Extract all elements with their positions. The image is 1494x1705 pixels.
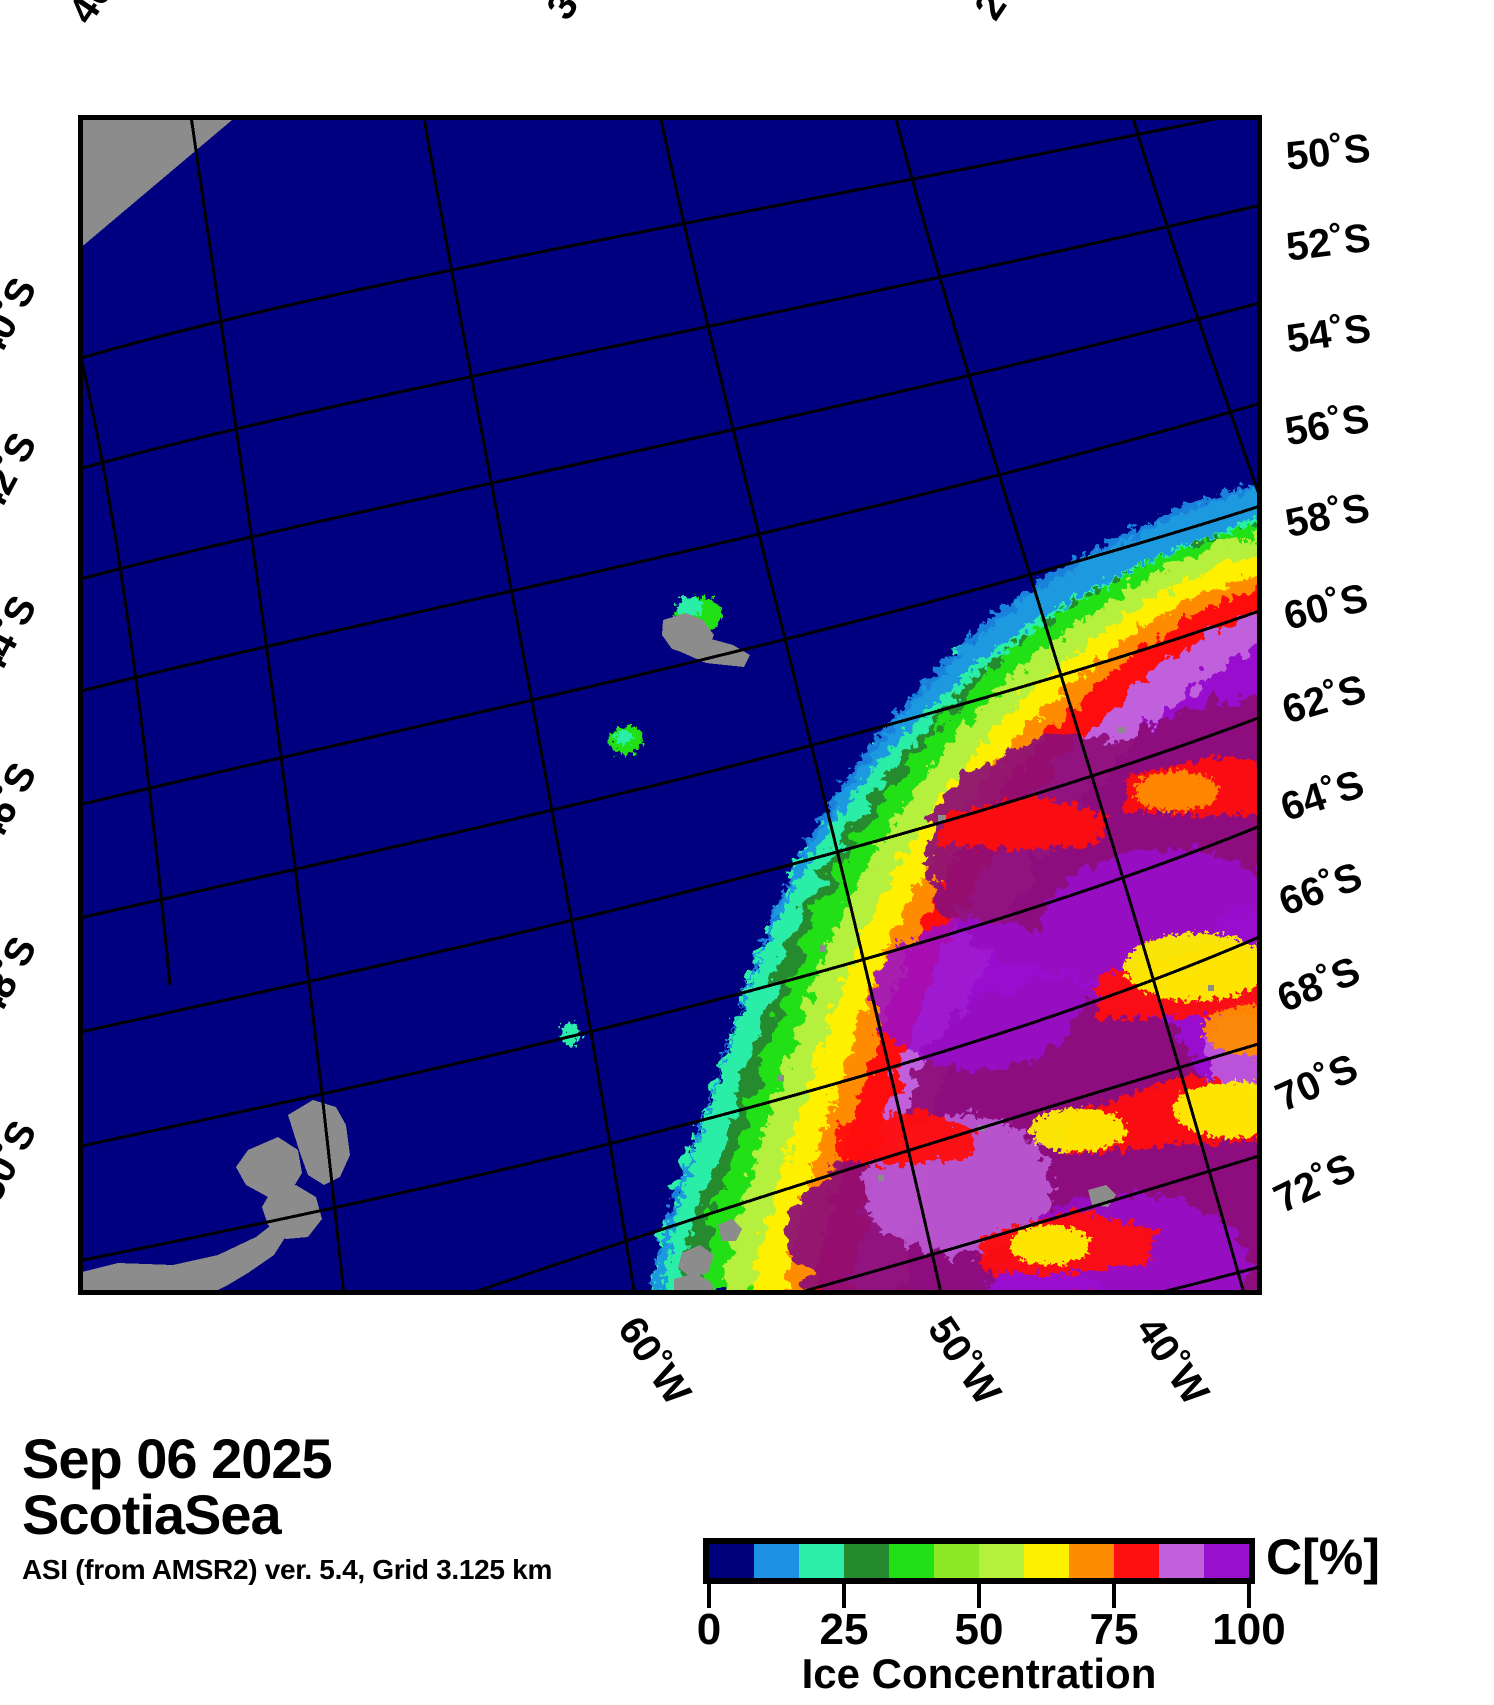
land-south-shetland xyxy=(678,1245,714,1277)
lat-label-left-3: 46˚S xyxy=(0,755,46,851)
colorbar-segment-1 xyxy=(754,1544,799,1578)
colorbar-tick-label-4: 100 xyxy=(1212,1605,1286,1654)
lon-label-bottom-0: 60˚W xyxy=(609,1308,700,1413)
colorbar-tick-label-1: 25 xyxy=(819,1605,869,1654)
lon-label-bottom-2: 40˚W xyxy=(1127,1308,1218,1413)
lat-label-right-2: 54˚S xyxy=(1283,306,1374,362)
colorbar-tick-0 xyxy=(707,1584,711,1608)
colorbar-tick-label-2: 50 xyxy=(954,1605,1004,1654)
lon-label-top-1: 30˚W xyxy=(538,0,628,27)
lon-label-top-2: 20˚W xyxy=(966,0,1056,27)
colorbar-segment-9 xyxy=(1114,1544,1159,1578)
ice-leads-yellow xyxy=(1010,771,1262,1265)
colorbar-segment-10 xyxy=(1159,1544,1204,1578)
colorbar-tick-3 xyxy=(1112,1584,1116,1608)
colorbar-tick-label-0: 0 xyxy=(696,1605,722,1654)
source-label: ASI (from AMSR2) ver. 5.4, Grid 3.125 km xyxy=(22,1554,553,1585)
lat-label-right-3: 56˚S xyxy=(1281,396,1373,455)
lat-label-right-1: 52˚S xyxy=(1283,215,1373,270)
colorbar-unit-label: C[%] xyxy=(1266,1529,1380,1585)
colorbar-segment-7 xyxy=(1024,1544,1069,1578)
colorbar[interactable] xyxy=(703,1538,1255,1584)
colorbar-segment-2 xyxy=(799,1544,844,1578)
map-svg xyxy=(78,115,1262,1295)
lat-label-right-0: 50˚S xyxy=(1283,126,1373,179)
lat-label-right-8: 66˚S xyxy=(1273,854,1368,925)
colorbar-segment-6 xyxy=(979,1544,1024,1578)
colorbar-title: Ice Concentration xyxy=(801,1650,1157,1697)
land-elephant-island xyxy=(718,1219,742,1241)
colorbar-frame xyxy=(703,1538,1255,1584)
out-of-projection-corner xyxy=(78,115,238,250)
land-antarctic-peninsula-tip xyxy=(674,1273,714,1295)
land-south-georgia xyxy=(668,627,750,667)
lat-label-right-11: 72˚S xyxy=(1267,1145,1363,1222)
lat-label-right-6: 62˚S xyxy=(1277,666,1371,733)
colorbar-segment-3 xyxy=(844,1544,889,1578)
colorbar-segment-5 xyxy=(934,1544,979,1578)
colorbar-strip xyxy=(709,1544,1249,1578)
lat-label-right-7: 64˚S xyxy=(1275,761,1370,830)
graticule xyxy=(78,115,1262,1295)
lat-label-right-5: 60˚S xyxy=(1279,575,1373,639)
lat-label-left-5: 50˚S xyxy=(0,1113,46,1209)
lat-label-right-4: 58˚S xyxy=(1281,485,1374,547)
colorbar-segment-4 xyxy=(889,1544,934,1578)
lat-label-left-2: 44˚S xyxy=(0,588,46,684)
colorbar-segment-8 xyxy=(1069,1544,1114,1578)
colorbar-tick-2 xyxy=(977,1584,981,1608)
land-falkland-west xyxy=(236,1137,302,1197)
colorbar-tick-labels: 0 25 50 75 100 xyxy=(697,1605,1286,1656)
lat-label-right-10: 70˚S xyxy=(1269,1045,1365,1121)
colorbar-ticks xyxy=(703,1584,1255,1610)
lat-label-left-0: 40˚S xyxy=(0,270,46,366)
colorbar-tick-4 xyxy=(1247,1584,1251,1608)
lat-label-left-1: 42˚S xyxy=(0,425,46,521)
colorbar-tick-label-3: 75 xyxy=(1089,1605,1139,1654)
date-label: Sep 06 2025 xyxy=(22,1427,333,1490)
lat-label-right-9: 68˚S xyxy=(1271,948,1367,1021)
lat-label-left-4: 48˚S xyxy=(0,929,46,1025)
lon-label-bottom-1: 50˚W xyxy=(919,1308,1010,1413)
colorbar-tick-1 xyxy=(842,1584,846,1608)
land-tierra-del-fuego xyxy=(78,1223,288,1295)
lon-label-top-0: 40˚W xyxy=(60,0,150,31)
land-falkland-east xyxy=(288,1100,350,1185)
footer-text-block: Sep 06 2025 ScotiaSea ASI (from AMSR2) v… xyxy=(22,1427,722,1586)
region-label: ScotiaSea xyxy=(22,1483,282,1546)
colorbar-segment-11 xyxy=(1204,1544,1249,1578)
map-canvas[interactable] xyxy=(78,115,1262,1295)
colorbar-segment-0 xyxy=(709,1544,754,1578)
